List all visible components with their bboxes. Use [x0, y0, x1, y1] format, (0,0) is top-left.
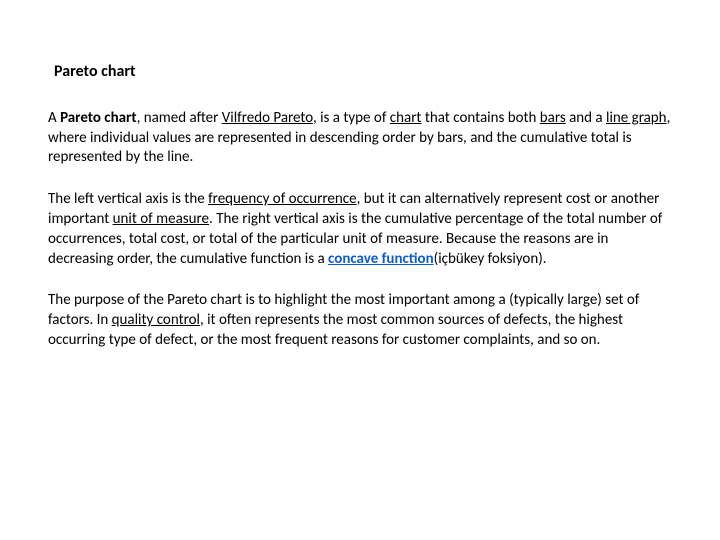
- text: The left vertical axis is the: [48, 190, 208, 208]
- text: and a: [566, 109, 606, 127]
- paragraph-3: The purpose of the Pareto chart is to hi…: [48, 291, 672, 350]
- link-unit-of-measure: unit of measure: [113, 210, 209, 228]
- text: , named after: [137, 109, 222, 127]
- page: Pareto chart A Pareto chart, named after…: [0, 0, 720, 540]
- link-bars: bars: [540, 109, 566, 127]
- link-quality-control: quality control: [112, 311, 200, 329]
- term-pareto-chart: Pareto chart: [60, 109, 136, 127]
- link-line-graph: line graph: [606, 109, 667, 127]
- link-chart: chart: [390, 109, 422, 127]
- link-vilfredo-pareto: Vilfredo Pareto: [222, 109, 313, 127]
- text: that contains both: [421, 109, 539, 127]
- text: , is a type of: [313, 109, 390, 127]
- text: A: [48, 109, 60, 127]
- text: (içbükey foksiyon).: [434, 250, 547, 268]
- link-frequency-of-occurrence: frequency of occurrence: [208, 190, 356, 208]
- paragraph-2: The left vertical axis is the frequency …: [48, 190, 672, 269]
- paragraph-1: A Pareto chart, named after Vilfredo Par…: [48, 109, 672, 168]
- page-title: Pareto chart: [54, 62, 672, 83]
- link-concave-function[interactable]: concave function: [328, 250, 434, 268]
